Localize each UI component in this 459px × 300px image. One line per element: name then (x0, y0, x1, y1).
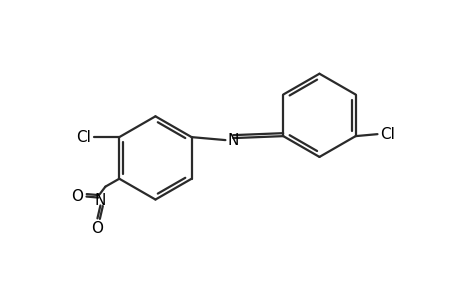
Text: O: O (91, 221, 103, 236)
Text: O: O (71, 189, 84, 204)
Text: N: N (95, 193, 106, 208)
Text: Cl: Cl (380, 127, 394, 142)
Text: Cl: Cl (77, 130, 91, 145)
Text: N: N (227, 133, 238, 148)
